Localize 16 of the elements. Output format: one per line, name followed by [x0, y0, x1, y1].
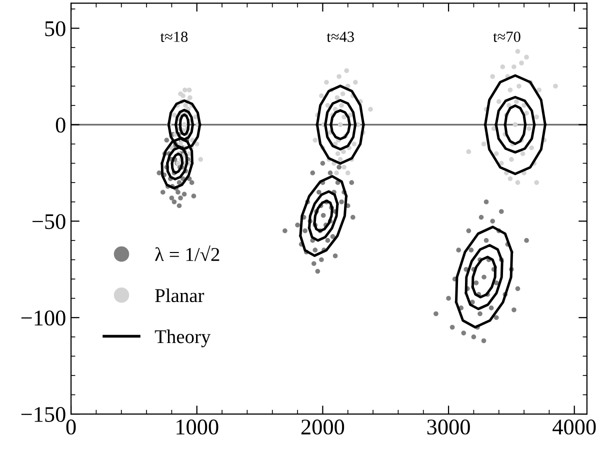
x-tick-label: 3000: [427, 420, 470, 435]
x-tick-label: 1000: [176, 420, 218, 435]
annotation: t≈70: [493, 32, 520, 42]
x-tick-label: 2000: [301, 420, 344, 435]
y-tick-label: −50: [32, 214, 66, 230]
y-tick-label: −150: [21, 406, 66, 422]
y-tick-label: 50: [45, 21, 66, 36]
x-tick-label: 0: [66, 420, 76, 435]
y-tick-label: −100: [21, 310, 66, 326]
annotation: t≈43: [326, 32, 354, 42]
legend-label: Planar: [155, 288, 204, 302]
legend-label: λ = 1/√2: [155, 245, 220, 262]
x-tick-label: 4000: [552, 420, 596, 435]
legend-label: Theory: [154, 330, 211, 348]
annotation: t≈18: [160, 32, 188, 42]
y-tick-label: 0: [56, 118, 66, 133]
